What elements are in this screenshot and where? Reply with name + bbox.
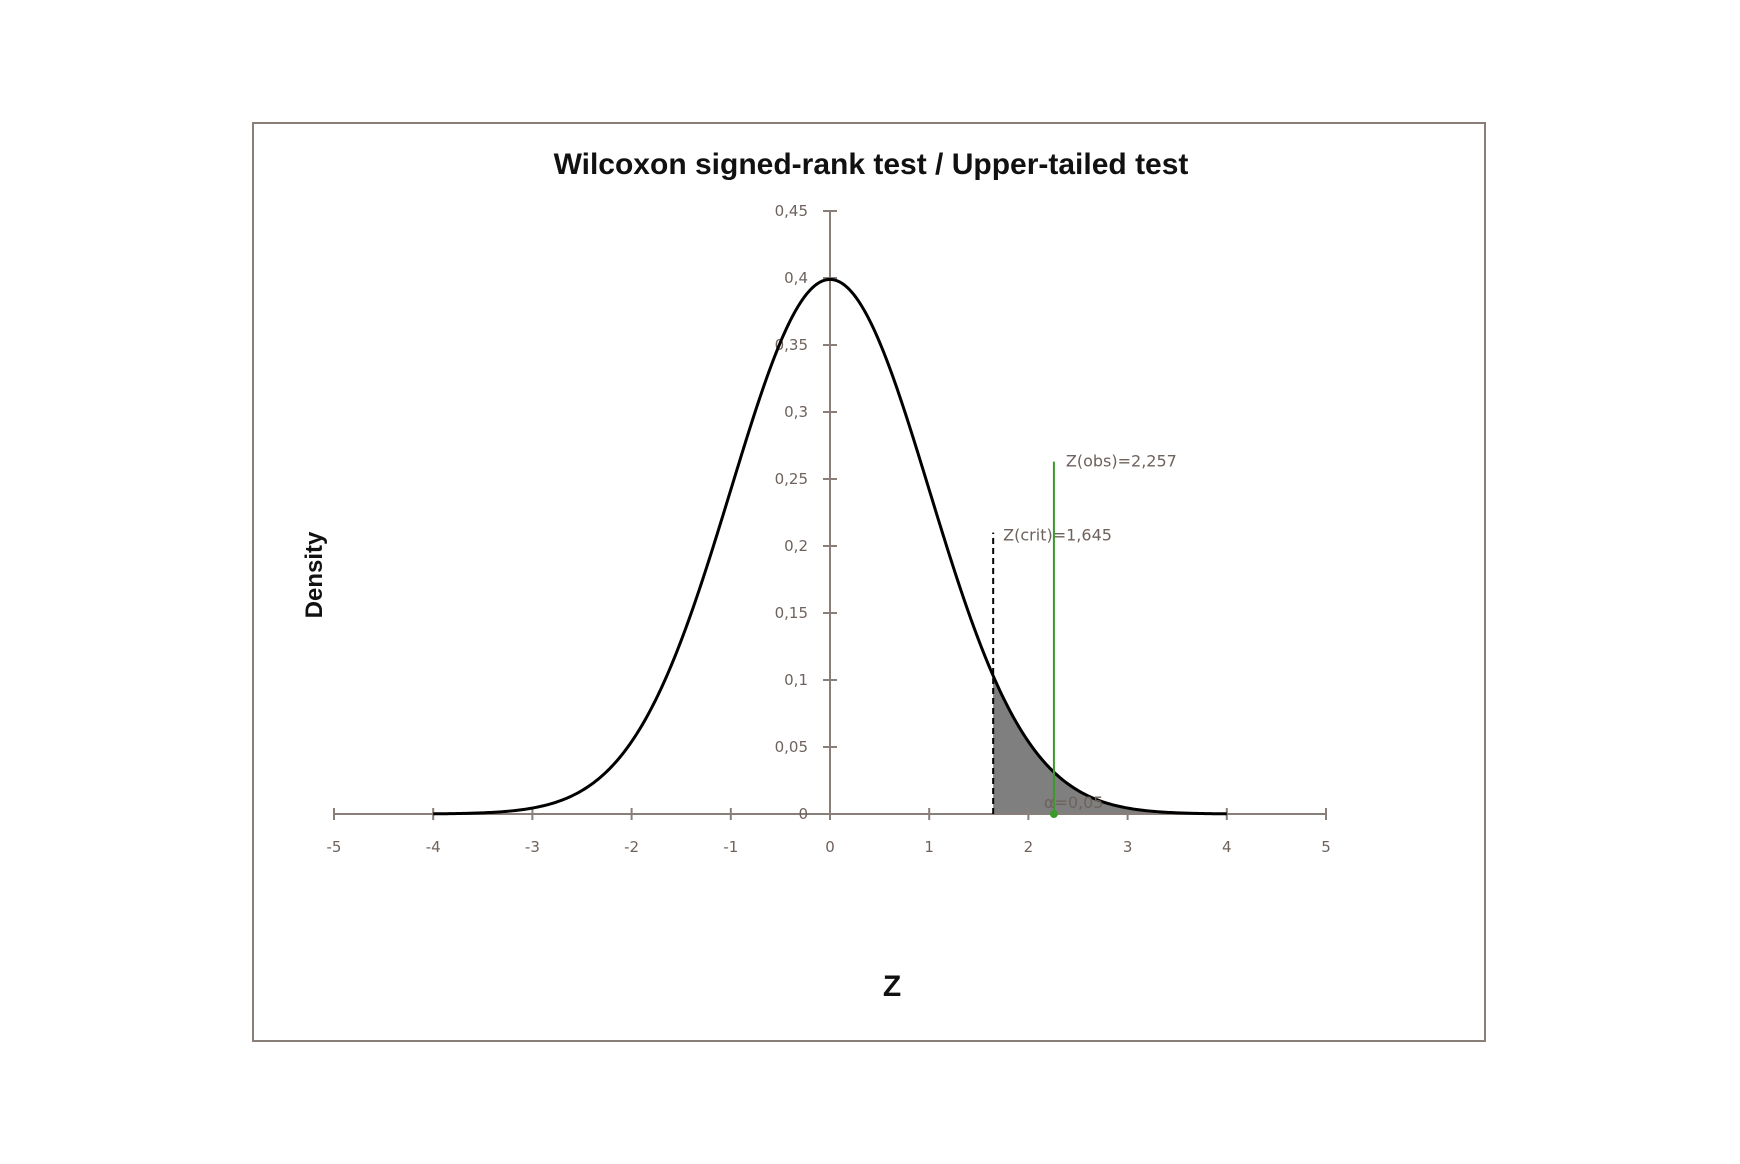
x-tick-label: 2 <box>1024 838 1034 856</box>
x-tick-label: -3 <box>525 838 540 856</box>
density-curve <box>433 277 1227 816</box>
x-tick-label: -5 <box>327 838 342 856</box>
x-tick-label: 1 <box>924 838 934 856</box>
chart-frame: Wilcoxon signed-rank test / Upper-tailed… <box>252 122 1486 1042</box>
x-tick-label: -4 <box>426 838 441 856</box>
chart-title: Wilcoxon signed-rank test / Upper-tailed… <box>554 148 1189 181</box>
y-tick-label: 0 <box>798 805 808 823</box>
density-plot: Wilcoxon signed-rank test / Upper-tailed… <box>301 148 1331 1003</box>
y-tick-label: 0,05 <box>775 738 808 756</box>
x-tick-label: 0 <box>825 838 835 856</box>
observed-value-marker <box>1049 810 1058 818</box>
x-tick-label: 5 <box>1321 838 1331 856</box>
y-tick-label: 0,2 <box>784 537 808 555</box>
rejection-region <box>993 675 1227 814</box>
observed-value-label: Z(obs)=2,257 <box>1066 452 1177 471</box>
x-axis-label: Z <box>883 970 901 1003</box>
y-tick-label: 0,15 <box>775 604 808 622</box>
critical-value-label: Z(crit)=1,645 <box>1003 526 1112 545</box>
x-tick-label: 4 <box>1222 838 1232 856</box>
x-tick-label: -1 <box>723 838 738 856</box>
y-tick-label: 0,4 <box>784 269 808 287</box>
y-tick-label: 0,45 <box>775 202 808 220</box>
alpha-label: α=0,05 <box>1044 793 1104 812</box>
x-tick-label: 3 <box>1123 838 1133 856</box>
y-tick-label: 0,25 <box>775 470 808 488</box>
y-tick-label: 0,35 <box>775 336 808 354</box>
y-tick-label: 0,3 <box>784 403 808 421</box>
x-tick-label: -2 <box>624 838 639 856</box>
y-tick-label: 0,1 <box>784 671 808 689</box>
y-axis-label: Density <box>301 531 328 618</box>
